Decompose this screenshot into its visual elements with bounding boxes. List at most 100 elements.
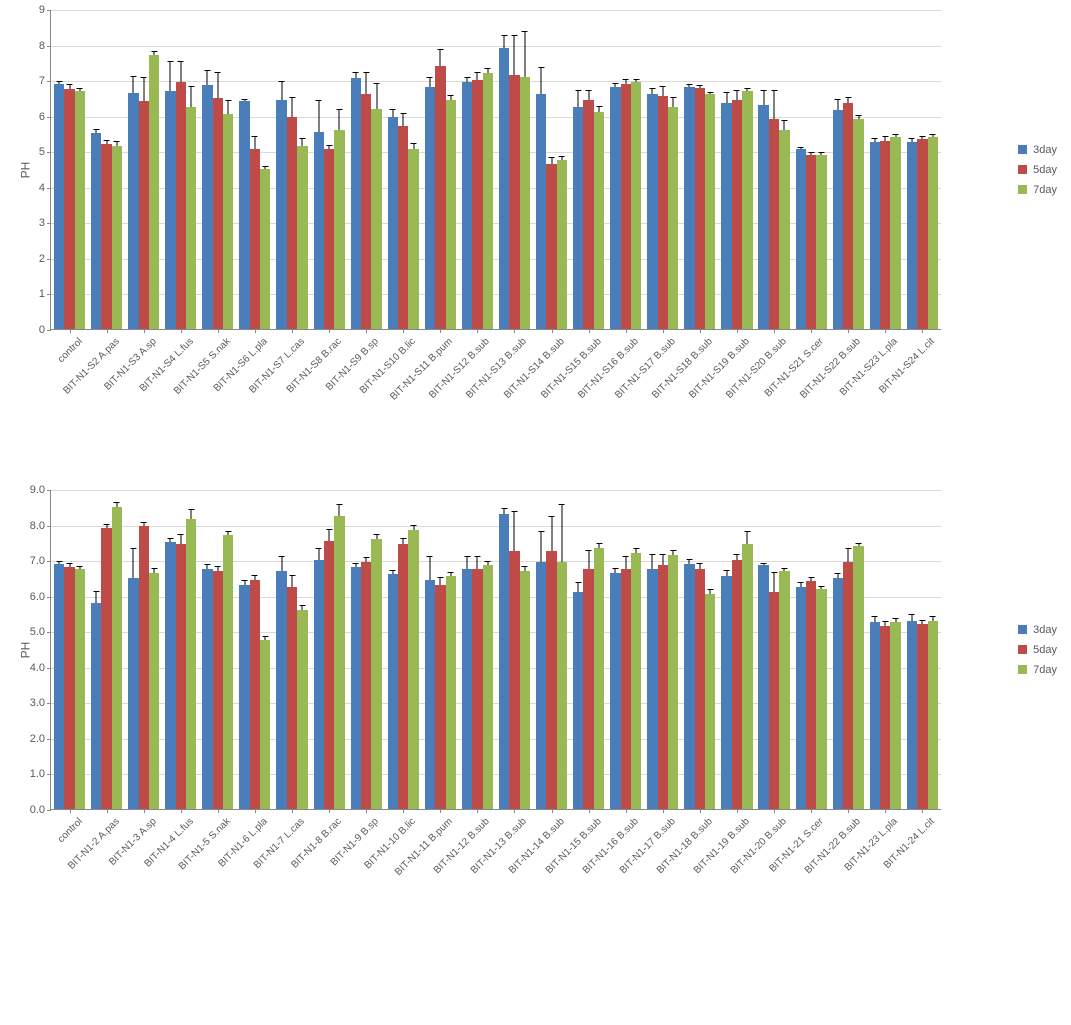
error-bar [339, 505, 340, 516]
error-bar [726, 93, 727, 104]
error-cap [808, 577, 814, 578]
error-bar [254, 576, 255, 580]
bar-group: BIT-N1-S3 A.sp [125, 10, 162, 329]
bar [324, 149, 334, 329]
ytick-label: 5 [39, 146, 51, 158]
bars-row: controlBIT-N1-2 A.pasBIT-N1-3 A.spBIT-N1… [51, 490, 941, 809]
error-bar [487, 562, 488, 566]
error-bar [736, 555, 737, 560]
bar [149, 55, 159, 329]
error-bar [440, 578, 441, 585]
error-cap [818, 586, 824, 587]
bar [816, 155, 826, 329]
bar-group: control [51, 10, 88, 329]
bar-group: BIT-N1-2 A.pas [88, 490, 125, 809]
error-bar [541, 532, 542, 562]
error-cap [474, 72, 480, 73]
bar [758, 105, 768, 329]
bar [334, 516, 344, 809]
error-bar [106, 525, 107, 529]
bar [890, 622, 900, 809]
error-bar [302, 606, 303, 610]
bar [186, 107, 196, 329]
error-cap [549, 157, 555, 158]
bar-group: BIT-N1-S17 B.sub [644, 10, 681, 329]
error-cap [633, 548, 639, 549]
bar [907, 621, 917, 809]
bar [361, 562, 371, 809]
error-bar [403, 114, 404, 126]
bar-group: BIT-N1-S5 S.nak [199, 10, 236, 329]
error-cap [734, 90, 740, 91]
error-bar [800, 583, 801, 587]
bar [928, 137, 938, 329]
bar-group: BIT-N1-19 B.sub [718, 490, 755, 809]
error-cap [167, 61, 173, 62]
bar-group: BIT-N1-21 S.cer [793, 490, 830, 809]
error-cap [649, 88, 655, 89]
error-cap [390, 109, 396, 110]
error-bar [710, 93, 711, 95]
bar-group: BIT-N1-S24 L.cit [904, 10, 941, 329]
ytick-label: 2 [39, 253, 51, 265]
error-cap [522, 566, 528, 567]
error-bar [329, 530, 330, 541]
error-bar [858, 544, 859, 546]
error-cap [538, 531, 544, 532]
bar-group: BIT-N1-S16 B.sub [607, 10, 644, 329]
bar [202, 569, 212, 809]
bar [621, 84, 631, 329]
bar [705, 594, 715, 809]
bar [594, 112, 604, 329]
bar-group: BIT-N1-3 A.sp [125, 490, 162, 809]
bar [239, 101, 249, 329]
error-cap [104, 140, 110, 141]
bar [546, 551, 556, 809]
error-bar [588, 91, 589, 100]
error-bar [837, 574, 838, 578]
error-cap [130, 548, 136, 549]
chart-1-legend: 3day5day7day [1018, 136, 1057, 204]
legend-item: 5day [1018, 644, 1057, 656]
bar [408, 530, 418, 809]
error-bar [281, 557, 282, 571]
error-bar [504, 509, 505, 514]
error-bar [784, 121, 785, 130]
error-bar [615, 569, 616, 573]
error-cap [299, 138, 305, 139]
error-bar [652, 89, 653, 94]
error-bar [207, 71, 208, 85]
error-cap [204, 70, 210, 71]
error-cap [242, 580, 248, 581]
bar [297, 146, 307, 329]
error-cap [104, 524, 110, 525]
error-bar [392, 110, 393, 117]
error-cap [808, 152, 814, 153]
bar [483, 73, 493, 329]
bar [260, 640, 270, 809]
error-bar [561, 157, 562, 161]
bar-group: BIT-N1-12 B.sub [459, 490, 496, 809]
bar [250, 580, 260, 809]
error-bar [895, 619, 896, 623]
error-bar [541, 68, 542, 95]
error-cap [612, 568, 618, 569]
bar [276, 571, 286, 809]
error-bar [662, 87, 663, 96]
bar [779, 571, 789, 809]
error-bar [429, 78, 430, 87]
error-cap [400, 538, 406, 539]
error-cap [835, 573, 841, 574]
bar [806, 155, 816, 329]
bar [509, 75, 519, 329]
bar [213, 98, 223, 329]
bar-group: BIT-N1-S20 B.sub [755, 10, 792, 329]
error-bar [811, 153, 812, 155]
chart-1-ylabel: PH [18, 161, 32, 178]
bar [684, 87, 694, 329]
bar [684, 564, 694, 809]
bar [621, 569, 631, 809]
bar-group: BIT-N1-9 B.sp [348, 490, 385, 809]
error-cap [538, 67, 544, 68]
error-cap [400, 113, 406, 114]
